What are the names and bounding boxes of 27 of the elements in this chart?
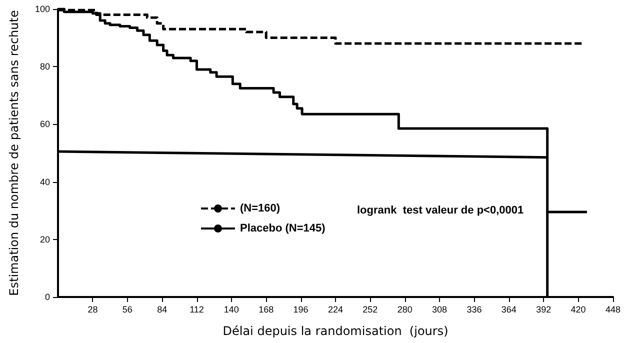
y-tick-label: 80 xyxy=(40,62,50,72)
x-axis-title: Délai depuis la randomisation (jours) xyxy=(222,324,448,338)
x-tick-label: 280 xyxy=(397,304,412,314)
y-axis-title: Estimation du nombre de patients sans rechute xyxy=(7,10,21,296)
x-tick-label: 252 xyxy=(362,304,378,314)
x-tick-label: 364 xyxy=(501,304,516,314)
y-tick-label: 40 xyxy=(40,176,50,187)
y-tick-label: 0 xyxy=(44,292,50,302)
y-tick-label: 60 xyxy=(40,119,50,130)
y-tick-label: 100 xyxy=(34,4,50,14)
legend-label: Placebo (N=145) xyxy=(240,222,326,234)
x-tick-label: 112 xyxy=(190,304,204,314)
y-tick-label: 20 xyxy=(40,234,50,244)
x-tick-label: 336 xyxy=(466,304,482,314)
x-tick-label: 140 xyxy=(224,304,239,314)
x-tick-label: 448 xyxy=(605,304,621,314)
x-tick-label: 28 xyxy=(88,304,98,314)
x-tick-label: 84 xyxy=(157,304,168,314)
x-tick-label: 168 xyxy=(258,304,274,314)
x-tick-label: 392 xyxy=(536,304,552,314)
annotation: logrank test valeur de p<0,0001 xyxy=(357,204,524,216)
x-tick-label: 420 xyxy=(570,304,586,314)
legend-label: (N=160) xyxy=(240,202,280,214)
x-tick-label: 308 xyxy=(432,304,448,314)
x-tick-label: 56 xyxy=(122,304,132,314)
x-tick-label: 196 xyxy=(293,304,308,314)
x-tick-label: 224 xyxy=(328,304,344,314)
